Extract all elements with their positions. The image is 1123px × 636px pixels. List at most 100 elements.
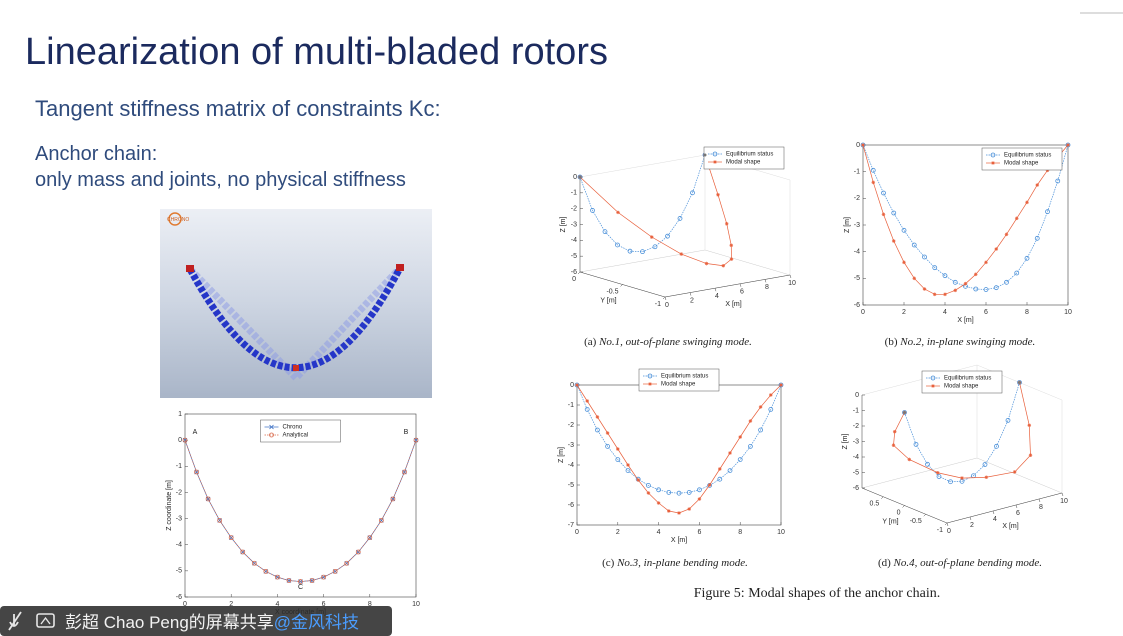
legend-label: Modal shape — [661, 382, 696, 388]
share-bar-background — [0, 606, 392, 636]
marker — [983, 287, 989, 292]
x-tick-label: 10 — [1060, 498, 1068, 505]
x-tick-label: 2 — [970, 522, 974, 529]
marker — [925, 461, 930, 467]
x-tick-label: 0 — [861, 309, 865, 316]
x-tick-label: 8 — [765, 284, 769, 291]
marker — [182, 437, 188, 443]
y-tick-label: 0 — [570, 382, 574, 389]
y-tick-label: -2 — [854, 195, 860, 202]
z-tick-label: 0 — [855, 392, 859, 399]
x-tick-label: 8 — [368, 601, 372, 608]
y-tick-label: -0.5 — [606, 288, 618, 295]
legend-marker — [269, 424, 274, 430]
marker — [907, 457, 912, 462]
marker — [367, 535, 373, 541]
marker — [194, 469, 199, 475]
marker — [1014, 270, 1020, 276]
chain-ghost — [187, 265, 403, 384]
x-tick — [739, 283, 742, 287]
marker — [574, 382, 580, 388]
x-tick-label: 2 — [229, 601, 233, 608]
y-tick-label: 0 — [572, 276, 576, 283]
y-tick — [620, 284, 623, 287]
marker — [1005, 417, 1011, 423]
marker — [666, 489, 672, 495]
marker — [881, 212, 886, 217]
body-text: Anchor chain: — [35, 143, 157, 165]
marker — [704, 261, 709, 266]
marker — [665, 233, 670, 239]
marker — [717, 476, 723, 482]
x-tick — [1061, 492, 1064, 497]
marker — [1025, 200, 1029, 205]
marker — [935, 470, 940, 475]
x-tick-label: 0 — [665, 302, 669, 309]
marker — [1027, 423, 1032, 428]
x-tick-label: 6 — [697, 529, 701, 536]
y-tick-label: -4 — [568, 462, 574, 469]
y-tick — [944, 522, 948, 526]
marker — [1014, 216, 1019, 221]
y-tick-label: -5 — [854, 275, 860, 282]
subcaption-label: (d) — [878, 557, 891, 569]
x-tick-label: 0 — [183, 601, 187, 608]
marker — [1028, 453, 1033, 457]
marker — [286, 578, 292, 583]
y-tick-label: -6 — [568, 502, 574, 509]
marker — [758, 405, 763, 409]
marker — [922, 287, 927, 291]
marker — [881, 190, 886, 196]
x-tick-label: 4 — [993, 516, 997, 523]
subcaption-text: No.1, out-of-plane swinging mode. — [598, 336, 752, 348]
marker — [640, 249, 645, 255]
marker — [298, 579, 303, 584]
marker — [321, 574, 327, 580]
legend-box — [921, 370, 1003, 394]
x-tick-label: 10 — [412, 601, 420, 608]
x-tick-label: 6 — [1016, 510, 1020, 517]
marker — [251, 560, 257, 566]
z-axis-label: Z [m] — [842, 433, 849, 449]
z-tick-label: -1 — [571, 190, 577, 197]
marker — [676, 490, 682, 496]
marker — [721, 263, 726, 268]
marker — [687, 507, 691, 511]
marker — [942, 273, 948, 279]
marker — [748, 443, 753, 449]
z-tick-label: -5 — [853, 469, 859, 476]
chain-end — [396, 264, 404, 271]
x-tick-label: 0 — [947, 528, 951, 535]
marker — [616, 210, 620, 215]
marker — [943, 292, 947, 297]
marker — [758, 427, 763, 433]
marker — [960, 476, 964, 480]
y-tick-label: -3 — [176, 515, 182, 522]
legend-label: Modal shape — [1004, 161, 1039, 167]
x-axis-label: X [m] — [957, 317, 973, 324]
legend-marker — [269, 432, 274, 438]
marker — [402, 469, 407, 475]
series-line — [579, 154, 706, 253]
marker — [932, 265, 938, 271]
x-tick — [764, 279, 767, 283]
marker — [932, 292, 937, 297]
y-axis-label: Z [m] — [844, 217, 851, 233]
marker — [1055, 178, 1061, 184]
z-tick-label: -3 — [853, 438, 859, 445]
screen-share-icon[interactable] — [36, 613, 55, 628]
y-tick-label: -1 — [937, 527, 943, 534]
x-tick — [992, 510, 995, 515]
marker — [779, 383, 783, 387]
mic-muted-icon[interactable] — [8, 611, 22, 631]
marker — [769, 393, 773, 397]
y-tick — [902, 505, 905, 508]
y-tick-label: -4 — [854, 249, 860, 256]
subcaption: (b) No.2, in-plane swinging mode. — [885, 336, 1036, 348]
marker — [656, 487, 661, 493]
z-tick-label: -3 — [571, 221, 577, 228]
marker — [585, 399, 589, 403]
marker — [636, 478, 640, 482]
y-tick — [577, 271, 581, 275]
